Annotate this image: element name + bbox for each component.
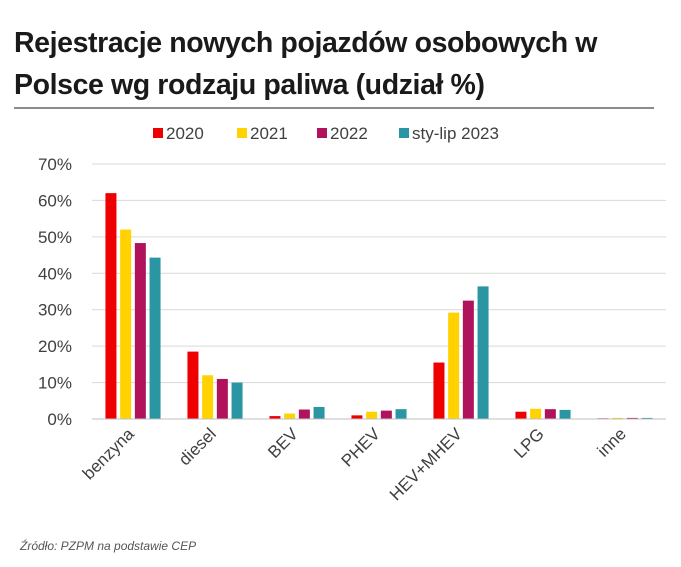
- legend-swatch: [153, 128, 163, 138]
- y-tick-label: 50%: [38, 228, 72, 247]
- bar: [395, 409, 407, 419]
- bar: [187, 351, 199, 419]
- legend-swatch: [399, 128, 409, 138]
- bar: [515, 411, 527, 419]
- x-tick-label: LPG: [510, 424, 547, 461]
- title-divider: [14, 107, 654, 109]
- gridlines: [92, 163, 666, 420]
- bar: [231, 382, 243, 419]
- y-tick-label: 60%: [38, 191, 72, 210]
- bar: [149, 257, 161, 419]
- bar: [351, 415, 363, 419]
- source-note: Źródło: PZPM na podstawie CEP: [20, 539, 197, 553]
- bar: [462, 300, 474, 419]
- legend-label: 2020: [166, 124, 204, 143]
- bar: [366, 411, 378, 419]
- bar: [559, 409, 571, 419]
- x-tick-label: PHEV: [338, 424, 385, 471]
- bar: [269, 416, 281, 419]
- y-tick-label: 30%: [38, 301, 72, 320]
- x-tick-label: benzyna: [79, 424, 138, 483]
- bar: [448, 312, 460, 419]
- bar: [298, 409, 310, 419]
- legend-label: 2021: [250, 124, 288, 143]
- y-tick-label: 0%: [47, 410, 72, 429]
- bar: [612, 417, 624, 419]
- x-tick-label: HEV+MHEV: [386, 424, 466, 504]
- legend: 2020 2021 2022 sty-lip 2023: [153, 124, 499, 143]
- bar: [433, 362, 445, 419]
- bar: [202, 375, 214, 419]
- bar: [477, 286, 489, 419]
- legend-label: 2022: [330, 124, 368, 143]
- bar: [284, 413, 296, 419]
- bar: [105, 193, 117, 419]
- y-tick-label: 20%: [38, 337, 72, 356]
- x-tick-label: diesel: [175, 424, 220, 469]
- bar: [313, 406, 325, 419]
- legend-label: sty-lip 2023: [412, 124, 499, 143]
- bar: [134, 243, 146, 419]
- bar: [544, 409, 556, 419]
- bar: [626, 417, 638, 419]
- bar: [641, 417, 653, 419]
- legend-swatch: [317, 128, 327, 138]
- legend-swatch: [237, 128, 247, 138]
- x-axis: benzyna diesel BEV PHEV HEV+MHEV LPG inne: [79, 418, 666, 504]
- bars: [105, 193, 653, 419]
- bar: [530, 408, 542, 419]
- bar: [120, 229, 132, 419]
- y-tick-label: 10%: [38, 374, 72, 393]
- bar: [380, 410, 392, 419]
- bar: [216, 378, 228, 419]
- chart-title: Rejestracje nowych pojazdów osobowych w …: [14, 27, 598, 101]
- y-axis: 0% 10% 20% 30% 40% 50% 60% 70%: [38, 155, 72, 429]
- x-tick-label: BEV: [264, 424, 302, 462]
- x-tick-label: inne: [594, 424, 630, 460]
- y-tick-label: 40%: [38, 264, 72, 283]
- y-tick-label: 70%: [38, 155, 72, 174]
